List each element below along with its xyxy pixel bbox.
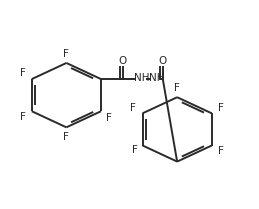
Text: F: F [106, 113, 112, 123]
Text: NH: NH [134, 73, 150, 83]
Text: F: F [174, 83, 180, 93]
Text: F: F [218, 103, 224, 113]
Text: O: O [159, 56, 167, 66]
Text: F: F [63, 49, 69, 59]
Text: F: F [132, 145, 138, 155]
Text: F: F [20, 69, 25, 78]
Text: F: F [20, 112, 25, 122]
Text: F: F [63, 132, 69, 142]
Text: F: F [130, 103, 136, 113]
Text: NH: NH [149, 73, 164, 83]
Text: F: F [218, 146, 224, 156]
Text: O: O [119, 56, 127, 66]
